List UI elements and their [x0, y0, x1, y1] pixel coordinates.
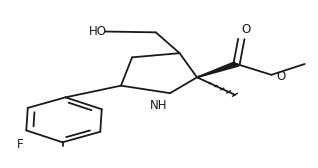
Text: HO: HO: [89, 25, 107, 38]
Text: NH: NH: [150, 99, 168, 112]
Text: F: F: [17, 138, 24, 151]
Text: O: O: [241, 23, 251, 36]
Polygon shape: [197, 62, 239, 77]
Text: O: O: [276, 70, 285, 83]
